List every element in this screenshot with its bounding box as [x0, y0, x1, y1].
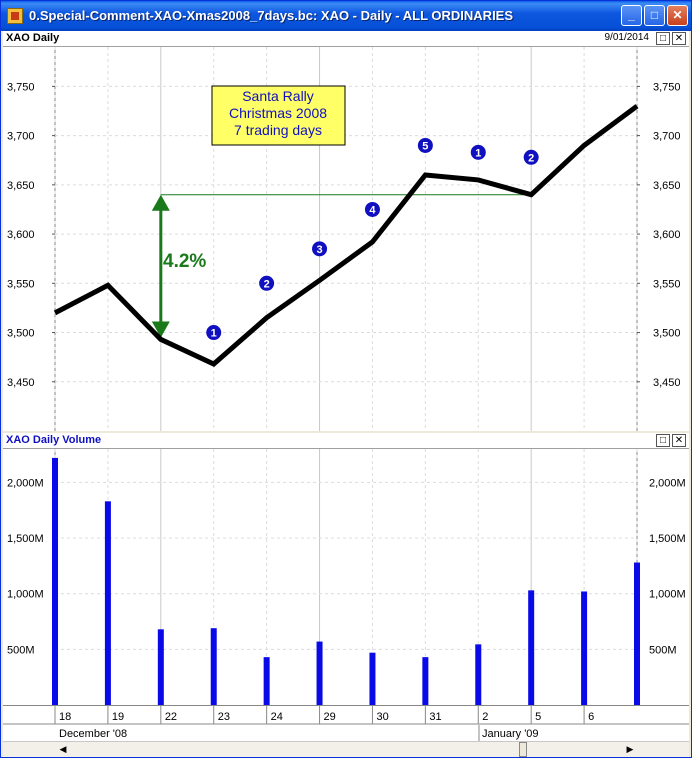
price-panel-label: XAO Daily	[6, 32, 60, 44]
price-ytick-right: 3,750	[653, 81, 681, 93]
close-button[interactable]: ✕	[667, 5, 688, 26]
scroll-left-button[interactable]: ◀	[59, 744, 67, 754]
price-series-line	[53, 104, 639, 367]
scroll-thumb[interactable]	[519, 742, 527, 757]
price-ytick-left: 3,450	[7, 377, 35, 389]
volume-bar-24	[263, 657, 270, 705]
day-marker-5: 5	[417, 137, 433, 153]
volume-panel-restore-button[interactable]: □	[656, 434, 670, 447]
price-panel-restore-button[interactable]: □	[656, 32, 670, 45]
annotation-line3: 7 trading days	[234, 122, 322, 138]
x-tick-label: 22	[165, 711, 177, 723]
volume-bar-30	[369, 652, 376, 705]
day-marker-1: 1	[206, 325, 222, 341]
month-label-january: January '09	[482, 728, 539, 740]
x-tick-label: 31	[429, 711, 441, 723]
svg-text:4: 4	[369, 204, 376, 216]
volume-panel-close-button[interactable]: ✕	[672, 434, 686, 447]
volume-bar-29	[316, 641, 323, 705]
price-chart[interactable]: 3,450 3,450 3,500 3,500 3,550 3,550 3,600 3,600…	[3, 47, 689, 431]
vol-ytick-left: 1,500M	[7, 533, 44, 545]
x-tick-label: 30	[376, 711, 388, 723]
volume-bar-19	[104, 501, 111, 705]
price-ytick-right: 3,500	[653, 328, 681, 340]
volume-bar-22	[157, 629, 164, 705]
vol-ytick-left: 1,000M	[7, 589, 44, 601]
price-ytick-right: 3,650	[653, 180, 681, 192]
x-tick-label: 29	[324, 711, 336, 723]
percent-arrow	[151, 194, 170, 338]
price-ytick-left: 3,700	[7, 131, 35, 143]
volume-bar-18	[52, 457, 58, 705]
price-ytick-left: 3,650	[7, 180, 35, 192]
horizontal-scrollbar[interactable]: ◀ ▶	[3, 741, 689, 757]
volume-bar-23	[210, 628, 217, 705]
svg-text:1: 1	[211, 328, 217, 340]
volume-bar-5	[528, 590, 535, 705]
price-ytick-left: 3,550	[7, 278, 35, 290]
price-ytick-right: 3,600	[653, 229, 681, 241]
x-axis: 18 19 22 23 24 29 30 31 2 5 6 December '08 January…	[3, 705, 689, 742]
day-marker-3: 3	[312, 241, 328, 257]
x-tick-label: 19	[112, 711, 124, 723]
price-ytick-right: 3,550	[653, 278, 681, 290]
price-panel-header: XAO Daily 9/01/2014 □ ✕	[3, 31, 689, 47]
price-ytick-left: 3,500	[7, 328, 35, 340]
x-tick-label: 2	[482, 711, 488, 723]
percent-label: 4.2%	[163, 251, 206, 272]
annotation-line2: Christmas 2008	[229, 105, 327, 121]
annotation-line1: Santa Rally	[242, 88, 314, 104]
window-title: 0.Special-Comment-XAO-Xmas2008_7days.bc:…	[29, 8, 514, 23]
volume-panel-header: XAO Daily Volume □ ✕	[3, 433, 689, 449]
volume-bar-7	[634, 562, 640, 705]
app-icon	[7, 8, 23, 24]
x-axis-labels: 18 19 22 23 24 29 30 31 2 5 6 December '08 January…	[3, 706, 689, 742]
x-tick-label: 23	[218, 711, 230, 723]
svg-text:3: 3	[316, 244, 322, 256]
vol-ytick-right: 1,000M	[649, 589, 686, 601]
volume-bar-2	[475, 644, 482, 705]
day-marker-6: 1	[470, 144, 486, 160]
volume-bar-6	[581, 591, 588, 705]
vol-ytick-right: 2,000M	[649, 477, 686, 489]
volume-panel-label: XAO Daily Volume	[6, 434, 102, 446]
price-ytick-left: 3,750	[7, 81, 35, 93]
x-tick-label: 18	[59, 711, 71, 723]
volume-panel: XAO Daily Volume □ ✕ 500M 500M 1,000M 1,000…	[3, 433, 689, 705]
svg-text:1: 1	[475, 147, 481, 159]
svg-text:2: 2	[528, 152, 534, 164]
annotation-box: Santa Rally Christmas 2008 7 trading day…	[211, 85, 346, 146]
price-panel-date: 9/01/2014	[604, 32, 650, 43]
scroll-right-button[interactable]: ▶	[626, 744, 634, 754]
x-tick-label: 6	[588, 711, 594, 723]
svg-text:5: 5	[422, 140, 428, 152]
price-ytick-right: 3,450	[653, 377, 681, 389]
price-panel-close-button[interactable]: ✕	[672, 32, 686, 45]
x-tick-label: 24	[271, 711, 283, 723]
maximize-button[interactable]: □	[644, 5, 665, 26]
vol-ytick-right: 1,500M	[649, 533, 686, 545]
volume-bar-31	[422, 657, 429, 705]
title-bar[interactable]: 0.Special-Comment-XAO-Xmas2008_7days.bc:…	[1, 1, 691, 31]
volume-chart[interactable]: 500M 500M 1,000M 1,000M 1,500M 1,500M 2,000M 2,…	[3, 449, 689, 705]
day-marker-2: 2	[259, 275, 275, 291]
vol-ytick-left: 500M	[7, 644, 35, 656]
vol-ytick-left: 2,000M	[7, 477, 44, 489]
price-panel: XAO Daily 9/01/2014 □ ✕ 3,450 3,450 3,500 3…	[3, 31, 689, 431]
x-tick-label: 5	[535, 711, 541, 723]
price-ytick-right: 3,700	[653, 131, 681, 143]
vol-ytick-right: 500M	[649, 644, 677, 656]
minimize-button[interactable]: _	[621, 5, 642, 26]
price-ytick-left: 3,600	[7, 229, 35, 241]
svg-text:2: 2	[264, 278, 270, 290]
day-marker-4: 4	[364, 201, 380, 217]
month-label-december: December '08	[59, 728, 127, 740]
day-marker-7: 2	[523, 149, 539, 165]
